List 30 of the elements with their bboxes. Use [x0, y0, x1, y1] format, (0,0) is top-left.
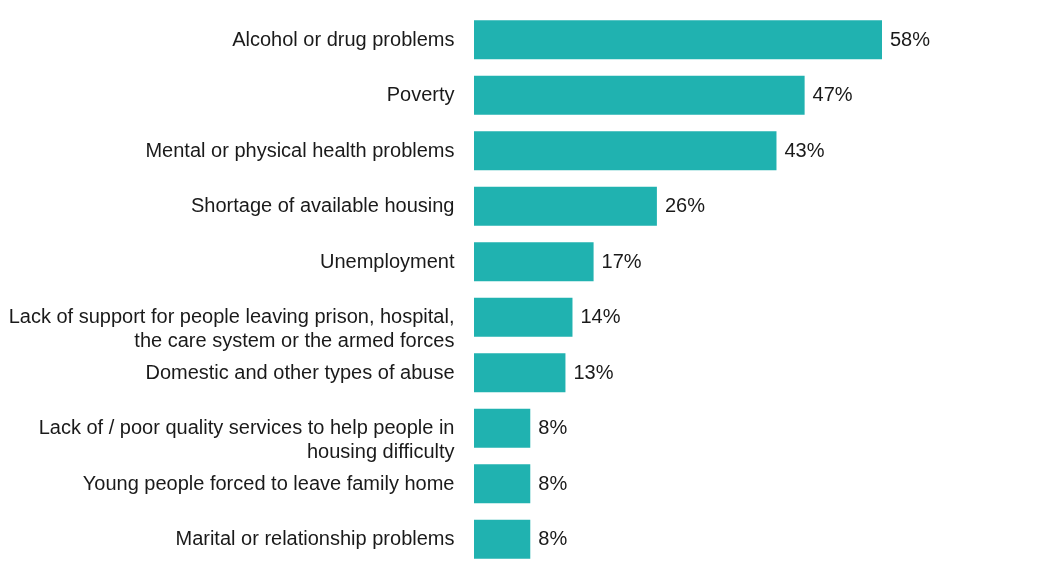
bar: [474, 75, 805, 115]
data-label: 58%: [890, 27, 931, 50]
data-label: 14%: [580, 305, 621, 328]
bar: [474, 242, 594, 282]
y-tick-label: Mental or physical health problems: [145, 138, 455, 161]
data-label: 8%: [538, 416, 568, 439]
y-tick-label: Unemployment: [319, 249, 455, 272]
bar: [474, 519, 531, 559]
y-tick-label: Lack of support for people leaving prison, hospital, the care system or the armed forces: [8, 305, 455, 352]
bar: [474, 408, 531, 448]
data-label: 8%: [538, 471, 568, 494]
data-label: 43%: [784, 138, 825, 161]
y-tick-label: Alcohol or drug problems: [232, 27, 455, 50]
bar: [474, 186, 657, 226]
data-label: 26%: [664, 194, 706, 217]
bar: [474, 297, 573, 337]
data-label: 8%: [538, 527, 568, 550]
bar: [474, 464, 531, 504]
y-tick-label: Lack of / poor quality services to help people in housing difficulty: [38, 416, 455, 463]
bar: [474, 20, 882, 60]
data-label: 13%: [573, 360, 614, 383]
y-tick-label: Young people forced to leave family home: [82, 471, 455, 494]
bar: [474, 353, 566, 393]
y-tick-label: Poverty: [386, 83, 455, 106]
y-tick-label: Domestic and other types of abuse: [145, 360, 455, 383]
bar: [474, 131, 777, 171]
y-tick-label: Marital or relationship problems: [175, 527, 455, 550]
y-tick-label: Shortage of available housing: [190, 194, 455, 217]
data-label: 47%: [812, 83, 853, 106]
data-label: 17%: [601, 249, 642, 272]
